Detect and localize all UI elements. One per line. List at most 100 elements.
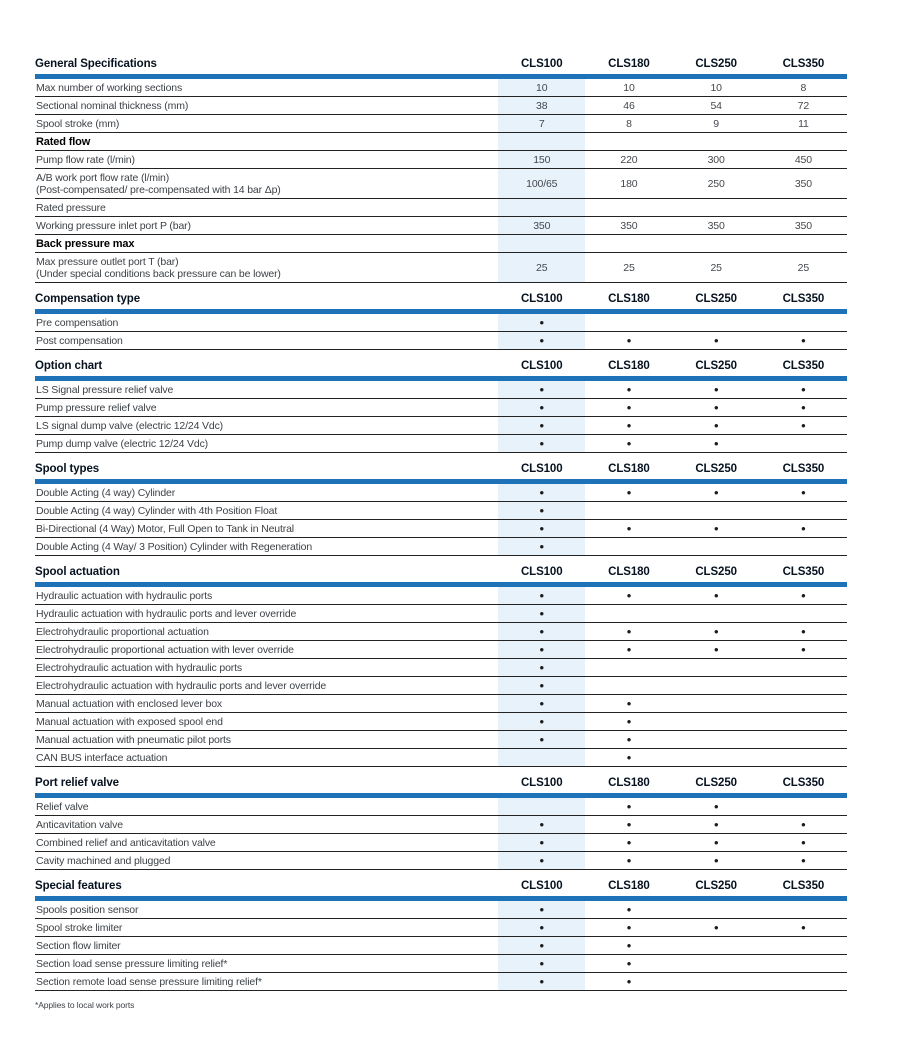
row-label-text: Manual actuation with pneumatic pilot po… xyxy=(36,733,231,746)
section-table-spool-types: Spool types CLS100 CLS180 CLS250 CLS350 Doubl… xyxy=(35,462,847,556)
bullet-marker: • xyxy=(672,795,760,816)
bullet-marker: • xyxy=(498,918,586,937)
row-label-text: Post compensation xyxy=(36,334,123,347)
row-label: A/B work port flow rate (l/min) (Post-com… xyxy=(35,168,499,199)
section-table-option-chart: Option chart CLS100 CLS180 CLS250 CLS350 LS S… xyxy=(35,359,847,453)
value-cell: 25 xyxy=(498,252,586,283)
table-row: Combined relief and anticavitation valve… xyxy=(35,833,847,852)
value-cell xyxy=(759,658,847,677)
bullet-marker: • xyxy=(672,434,760,453)
column-header-cls100: CLS100 xyxy=(498,359,586,381)
bullet-marker: • xyxy=(585,815,673,834)
table-row: Rated pressure xyxy=(35,198,847,217)
bullet-marker: • xyxy=(498,584,586,605)
column-header-cls350: CLS350 xyxy=(759,359,847,381)
table-row: Bi-Directional (4 Way) Motor, Full Open … xyxy=(35,519,847,538)
row-label: Pump pressure relief valve xyxy=(35,398,499,417)
table-row: CAN BUS interface actuation • xyxy=(35,748,847,767)
row-label-text: Hydraulic actuation with hydraulic ports xyxy=(36,589,213,602)
bullet-marker: • xyxy=(759,331,847,350)
value-cell: 350 xyxy=(585,216,673,235)
row-label: Electrohydraulic actuation with hydrauli… xyxy=(35,676,499,695)
column-header-cls350: CLS350 xyxy=(759,292,847,314)
bullet-marker: • xyxy=(498,398,586,417)
bullet-marker: • xyxy=(759,519,847,538)
row-label-text: LS Signal pressure relief valve xyxy=(36,383,174,396)
section-header-row: Spool types CLS100 CLS180 CLS250 CLS350 xyxy=(35,462,847,484)
section-header-row: Compensation type CLS100 CLS180 CLS250 CLS35… xyxy=(35,292,847,314)
table-row: Relief valve • • xyxy=(35,795,847,816)
value-cell xyxy=(672,972,760,991)
value-cell: 10 xyxy=(672,76,760,97)
table-row: A/B work port flow rate (l/min) (Post-com… xyxy=(35,168,847,199)
row-label-text: Rated pressure xyxy=(36,201,106,214)
value-cell xyxy=(759,936,847,955)
bullet-marker: • xyxy=(759,398,847,417)
value-cell: 250 xyxy=(672,168,760,199)
bullet-marker: • xyxy=(585,918,673,937)
section-table-special-features: Special features CLS100 CLS180 CLS250 CLS350… xyxy=(35,879,847,991)
bullet-marker: • xyxy=(585,694,673,713)
bullet-marker: • xyxy=(498,416,586,435)
spec-sheet: General Specifications CLS100 CLS180 CLS250… xyxy=(35,57,847,1010)
bullet-marker: • xyxy=(672,416,760,435)
bullet-marker: • xyxy=(759,918,847,937)
column-header-cls350: CLS350 xyxy=(759,462,847,484)
table-row: Electrohydraulic actuation with hydrauli… xyxy=(35,676,847,695)
bullet-marker: • xyxy=(498,730,586,749)
table-row: LS Signal pressure relief valve • • • • xyxy=(35,378,847,399)
bullet-marker: • xyxy=(585,416,673,435)
column-header-cls250: CLS250 xyxy=(672,565,760,587)
row-label-text: Relief valve xyxy=(36,800,89,813)
bullet-marker: • xyxy=(759,416,847,435)
row-label: Working pressure inlet port P (bar) xyxy=(35,216,499,235)
row-label-text: Max number of working sections xyxy=(36,81,183,94)
value-cell xyxy=(585,311,673,332)
bullet-marker: • xyxy=(585,936,673,955)
bullet-marker: • xyxy=(498,331,586,350)
value-cell xyxy=(672,954,760,973)
row-label: Post compensation xyxy=(35,331,499,350)
value-cell: 25 xyxy=(672,252,760,283)
value-cell: 350 xyxy=(759,216,847,235)
bullet-marker: • xyxy=(498,481,586,502)
column-header-cls180: CLS180 xyxy=(585,879,673,901)
row-label: Cavity machined and plugged xyxy=(35,851,499,870)
table-row: Double Acting (4 way) Cylinder • • • • xyxy=(35,481,847,502)
bullet-marker: • xyxy=(498,898,586,919)
row-label: Manual actuation with exposed spool end xyxy=(35,712,499,731)
value-cell xyxy=(672,676,760,695)
row-label-text: Bi-Directional (4 Way) Motor, Full Open … xyxy=(36,522,294,535)
value-cell xyxy=(759,676,847,695)
bullet-marker: • xyxy=(498,640,586,659)
row-label-text: CAN BUS interface actuation xyxy=(36,751,168,764)
row-label-text: Spool stroke (mm) xyxy=(36,117,120,130)
value-cell xyxy=(585,537,673,556)
row-label: Combined relief and anticavitation valve xyxy=(35,833,499,852)
table-row: Section flow limiter • • xyxy=(35,936,847,955)
value-cell: 180 xyxy=(585,168,673,199)
row-label: Hydraulic actuation with hydraulic ports… xyxy=(35,604,499,623)
value-cell xyxy=(498,198,586,217)
table-row: Section remote load sense pressure limit… xyxy=(35,972,847,991)
table-row: Pump pressure relief valve • • • • xyxy=(35,398,847,417)
value-cell: 350 xyxy=(498,216,586,235)
value-cell: 25 xyxy=(759,252,847,283)
row-label-text: Electrohydraulic actuation with hydrauli… xyxy=(36,679,327,692)
bullet-marker: • xyxy=(585,622,673,641)
value-cell: 25 xyxy=(585,252,673,283)
column-header-cls350: CLS350 xyxy=(759,57,847,79)
bullet-marker: • xyxy=(759,640,847,659)
row-label: Electrohydraulic proportional actuation xyxy=(35,622,499,641)
column-header-cls250: CLS250 xyxy=(672,879,760,901)
bullet-marker: • xyxy=(672,851,760,870)
row-label: Relief valve xyxy=(35,795,499,816)
table-row: Electrohydraulic proportional actuation •… xyxy=(35,622,847,641)
table-row: Sectional nominal thickness (mm) 38 46 54 72 xyxy=(35,96,847,115)
row-label-text: Working pressure inlet port P (bar) xyxy=(36,219,191,232)
section-table-spool-actuation: Spool actuation CLS100 CLS180 CLS250 CLS350 H… xyxy=(35,565,847,767)
row-label: Anticavitation valve xyxy=(35,815,499,834)
row-label: Spool stroke (mm) xyxy=(35,114,499,133)
bullet-marker: • xyxy=(498,676,586,695)
value-cell xyxy=(672,234,760,253)
